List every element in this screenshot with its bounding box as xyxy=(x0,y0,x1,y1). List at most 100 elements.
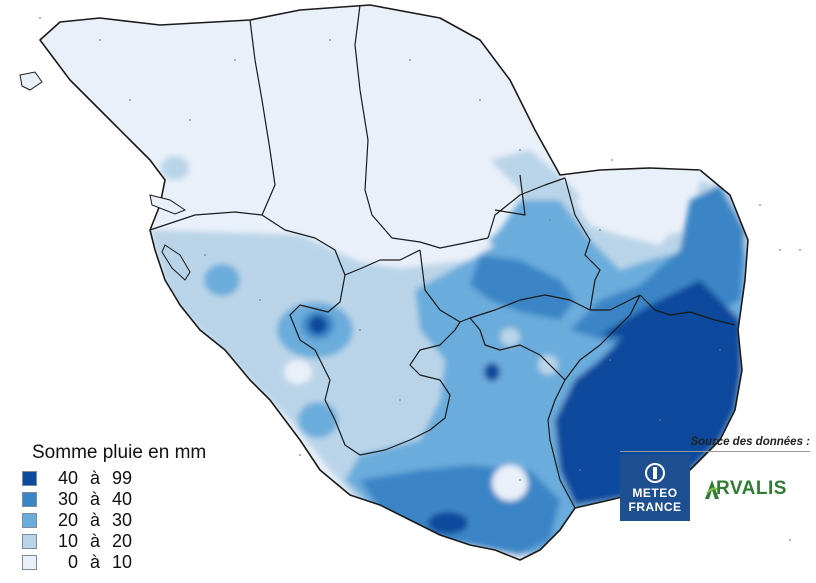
station-dot xyxy=(259,299,261,301)
legend-range-from: 10 xyxy=(57,531,78,551)
legend-range-separator: à xyxy=(89,552,100,572)
legend-swatch xyxy=(22,555,37,570)
station-dots xyxy=(39,17,801,541)
zone-low-spot xyxy=(161,156,189,180)
legend-row: 0 à 10 xyxy=(22,552,252,573)
meteo-france-line2: FRANCE xyxy=(628,500,682,514)
legend-range-to: 10 xyxy=(112,552,133,572)
department-borders xyxy=(19,4,749,561)
department-border xyxy=(639,294,736,326)
legend-range-from: 40 xyxy=(57,468,78,488)
zone-very-high-spot xyxy=(309,316,327,334)
zone-very-high xyxy=(600,285,720,340)
zone-very-low-spot xyxy=(492,465,528,501)
station-dot xyxy=(519,149,521,151)
station-dot xyxy=(399,399,401,401)
station-dot xyxy=(759,204,761,206)
zone-very-high-spot xyxy=(484,363,500,381)
legend-swatch xyxy=(22,492,37,507)
legend-swatch xyxy=(22,534,37,549)
station-dot xyxy=(609,359,611,361)
zone-low-spot xyxy=(500,328,520,346)
station-dot xyxy=(549,219,551,221)
zone-medium-spot xyxy=(298,402,338,438)
legend-range-to: 40 xyxy=(112,489,133,509)
region-fill-group xyxy=(40,5,748,560)
department-border xyxy=(590,294,641,311)
department-border xyxy=(469,317,566,381)
department-border xyxy=(344,249,421,276)
station-dot xyxy=(329,39,331,41)
station-dot xyxy=(719,349,721,351)
department-border xyxy=(487,177,566,239)
station-dot xyxy=(579,469,581,471)
region-outline xyxy=(39,4,749,561)
station-dot xyxy=(479,99,481,101)
department-border xyxy=(547,294,641,509)
station-dot xyxy=(234,59,236,61)
department-border xyxy=(419,249,591,323)
island xyxy=(149,194,187,215)
station-dot xyxy=(99,39,101,41)
meteo-france-logo: METEO FRANCE xyxy=(620,455,690,521)
station-dot xyxy=(459,469,461,471)
legend-range-separator: à xyxy=(89,489,100,509)
legend-range-from: 0 xyxy=(67,552,78,572)
legend-range-to: 30 xyxy=(112,510,133,530)
arvalis-wordmark: RVALIS xyxy=(716,478,787,499)
department-border xyxy=(289,274,361,456)
department-border xyxy=(149,211,263,231)
zone-low-spot xyxy=(538,355,558,375)
meteo-france-line1: METEO xyxy=(632,486,678,500)
station-dot xyxy=(469,519,471,521)
legend-swatch xyxy=(22,513,37,528)
department-border xyxy=(494,174,526,216)
arvalis-leaf-icon xyxy=(705,480,719,499)
island xyxy=(19,71,43,91)
station-dot xyxy=(409,59,411,61)
station-dot xyxy=(789,539,791,541)
station-dot xyxy=(299,454,301,456)
department-border xyxy=(249,19,346,276)
zone-medium-spot xyxy=(204,264,240,296)
department-border xyxy=(564,177,601,311)
zone-very-high xyxy=(555,280,742,505)
department-border xyxy=(354,4,489,249)
station-dot xyxy=(779,249,781,251)
station-dot xyxy=(129,99,131,101)
legend-row: 40 à 99 xyxy=(22,468,252,489)
zone-very-low-spot xyxy=(575,185,680,245)
station-dot xyxy=(611,159,613,161)
legend-range-from: 20 xyxy=(57,510,78,530)
legend-range-to: 99 xyxy=(112,468,133,488)
station-dot xyxy=(799,249,801,251)
legend-range-to: 20 xyxy=(112,531,133,551)
island xyxy=(161,244,191,281)
legend-row: 10 à 20 xyxy=(22,531,252,552)
legend-range-separator: à xyxy=(89,510,100,530)
zone-very-high-spot xyxy=(428,512,468,534)
station-dot xyxy=(599,229,601,231)
department-border xyxy=(359,321,461,456)
station-dot xyxy=(204,254,206,256)
legend-row: 30 à 40 xyxy=(22,489,252,510)
station-dot xyxy=(659,419,661,421)
zone-very-low-spot xyxy=(284,360,312,384)
source-title: Source des données : xyxy=(620,436,810,452)
legend: Somme pluie en mm 40 à 99 30 à 40 20 à 3… xyxy=(22,442,252,573)
legend-range-separator: à xyxy=(89,468,100,488)
legend-range-from: 30 xyxy=(57,489,78,509)
legend-range-separator: à xyxy=(89,531,100,551)
legend-swatch xyxy=(22,471,37,486)
arvalis-logo: RVALIS xyxy=(704,474,814,504)
station-dot xyxy=(649,279,651,281)
station-dot xyxy=(189,119,191,121)
source-panel: Source des données : METEO FRANCE RVALIS xyxy=(620,436,814,532)
meteo-france-mark-icon xyxy=(645,463,665,483)
station-dot xyxy=(39,17,41,19)
zone-high xyxy=(470,255,575,320)
clipped-rain-zones xyxy=(40,5,748,560)
legend-title: Somme pluie en mm xyxy=(32,442,207,463)
station-dot xyxy=(539,284,541,286)
